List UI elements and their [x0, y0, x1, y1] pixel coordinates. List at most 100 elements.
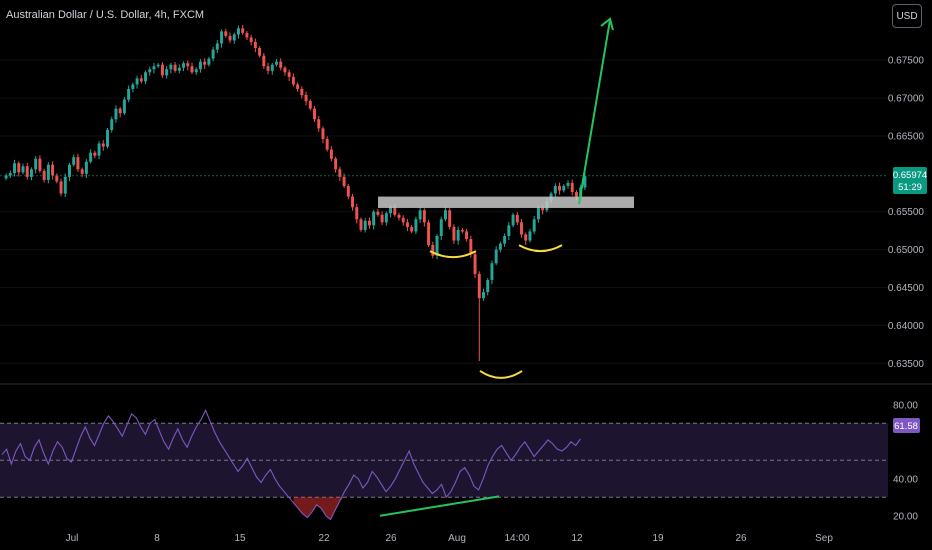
candle-body	[93, 152, 97, 156]
candle-body	[287, 72, 291, 77]
candle-body	[342, 176, 346, 186]
candle-body	[25, 166, 29, 177]
bar-countdown: 51:29	[898, 182, 922, 193]
candle-body	[313, 108, 316, 120]
rsi-current-value: 61.58	[894, 421, 918, 432]
candle-body	[173, 64, 177, 71]
candle-body	[17, 163, 21, 173]
candle-body	[355, 207, 359, 220]
price-axis[interactable]: 0.67500 0.67000 0.66500 0.65500 0.65000 0.645…	[888, 56, 925, 370]
candle-body	[507, 225, 511, 236]
candle-body	[528, 231, 532, 241]
bullish-divergence-line	[379, 495, 500, 517]
candle-body	[215, 43, 219, 50]
candle-body	[384, 213, 388, 223]
candle-body	[80, 169, 84, 174]
candle-body	[325, 138, 329, 150]
candle-body	[38, 158, 42, 171]
price-tick-label: 0.65500	[888, 207, 925, 218]
rsi-value-badge: 61.58	[893, 418, 920, 433]
candle-body	[460, 229, 464, 232]
candle-body	[422, 210, 426, 223]
candle-body	[431, 245, 435, 256]
candle-body	[84, 161, 88, 174]
candle-body	[249, 37, 253, 42]
candle-body	[405, 222, 409, 227]
rsi-tick-label: 40.00	[893, 474, 918, 485]
candle-body	[300, 88, 304, 96]
candle-body	[266, 66, 270, 71]
candle-body	[553, 185, 557, 194]
time-tick-label: 12	[571, 533, 583, 544]
candle-body	[211, 49, 215, 59]
candle-body	[114, 108, 118, 120]
candle-body	[275, 61, 278, 65]
candle-body	[59, 181, 63, 194]
price-tick-label: 0.64000	[888, 321, 925, 332]
candle-body	[494, 249, 498, 264]
candle-body	[536, 207, 540, 220]
price-tick-label: 0.65000	[888, 245, 925, 256]
candle-body	[410, 226, 414, 232]
candle-body	[363, 220, 367, 230]
candle-body	[427, 222, 431, 246]
candle-body	[21, 166, 25, 173]
price-tick-label: 0.67500	[888, 56, 925, 67]
head-arc	[479, 370, 523, 379]
candle-body	[524, 234, 528, 241]
candle-body	[55, 175, 59, 182]
candle-body	[317, 119, 321, 129]
candle-body	[131, 84, 135, 89]
candle-body	[346, 185, 350, 197]
candle-body	[359, 219, 363, 230]
candle-body	[389, 207, 393, 214]
candle-body	[258, 48, 262, 56]
rsi-axis[interactable]: 80.00 40.00 20.00	[893, 400, 918, 522]
time-tick-label: 19	[652, 533, 664, 544]
rsi-oversold-fill	[293, 497, 345, 520]
candle-body	[448, 210, 452, 227]
candle-body	[520, 222, 523, 235]
currency-button[interactable]: USD	[892, 4, 922, 28]
price-grid	[0, 59, 888, 364]
candle-body	[241, 28, 245, 33]
candle-body	[541, 207, 545, 211]
candle-body	[418, 210, 422, 220]
rsi-line	[1, 408, 581, 521]
candle-body	[76, 157, 80, 170]
candle-body	[51, 164, 55, 176]
time-tick-label: 26	[735, 533, 747, 544]
candle-body	[367, 220, 371, 226]
candle-body	[393, 207, 397, 215]
candle-body	[224, 31, 228, 36]
candle-body	[321, 128, 325, 139]
time-axis[interactable]: Jul 8 15 22 26 Aug 14:00 12 19 26 Sep	[66, 533, 834, 544]
candle-body	[236, 28, 240, 35]
candle-body	[182, 63, 186, 68]
time-tick-label: 8	[154, 533, 160, 544]
price-tick-label: 0.63500	[888, 359, 925, 370]
candle-body	[190, 66, 194, 73]
candle-body	[515, 214, 519, 223]
candle-body	[127, 88, 131, 100]
candle-body	[486, 279, 490, 293]
rsi-tick-label: 20.00	[893, 511, 918, 522]
last-price-badge: 0.65974 51:29	[893, 167, 927, 194]
candle-body	[338, 169, 342, 177]
candle-body	[372, 211, 376, 226]
candle-body	[439, 219, 443, 236]
candle-body	[435, 236, 439, 256]
price-tick-label: 0.67000	[888, 94, 925, 105]
candle-body	[198, 61, 202, 70]
candle-body	[570, 182, 574, 193]
candle-body	[376, 211, 380, 215]
time-tick-label: Aug	[448, 533, 466, 544]
candle-body	[583, 176, 587, 188]
time-tick-label: Sep	[815, 533, 833, 544]
candle-body	[4, 175, 8, 179]
rsi-levels	[0, 422, 888, 498]
candle-body	[477, 273, 481, 299]
candle-body	[566, 182, 570, 186]
candle-body	[152, 66, 156, 70]
